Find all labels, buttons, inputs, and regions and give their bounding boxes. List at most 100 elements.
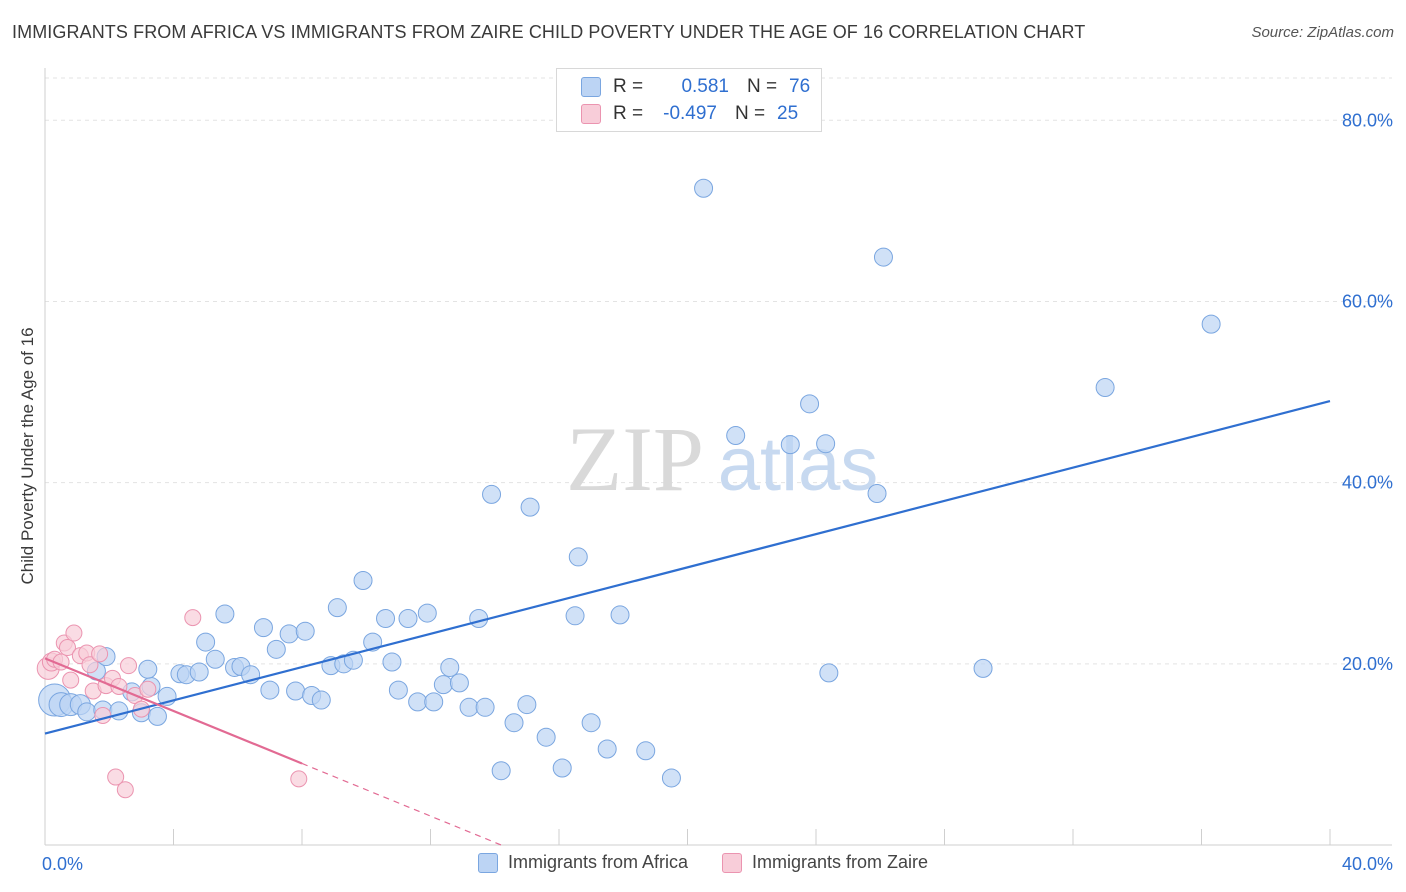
points-layer xyxy=(36,178,1221,799)
stats-n-label: N = xyxy=(747,76,778,97)
source-label: Source: ZipAtlas.com xyxy=(1251,24,1394,41)
africa-point xyxy=(475,697,495,717)
africa-point xyxy=(816,434,836,454)
africa-point xyxy=(440,657,460,677)
x-tick-label: 0.0% xyxy=(42,854,83,874)
stats-swatch-zaire xyxy=(581,104,601,124)
stats-r-value: 0.581 xyxy=(681,76,729,97)
africa-point xyxy=(1095,378,1115,398)
africa-point xyxy=(694,178,714,198)
chart-title: IMMIGRANTS FROM AFRICA VS IMMIGRANTS FRO… xyxy=(12,22,1086,42)
zaire-point xyxy=(81,656,99,674)
zaire-point xyxy=(58,639,76,657)
africa-point xyxy=(205,649,225,669)
africa-point xyxy=(610,605,630,625)
africa-point xyxy=(109,701,129,721)
stats-n-value: 25 xyxy=(777,103,799,124)
africa-point xyxy=(279,624,299,644)
legend-item-zaire[interactable]: Immigrants from Zaire xyxy=(722,852,928,873)
africa-point xyxy=(800,394,820,414)
trend-layer xyxy=(44,400,1331,846)
stats-r-label: R = xyxy=(613,76,644,97)
grid-layer xyxy=(45,77,1392,665)
africa-point xyxy=(433,675,453,695)
africa-point xyxy=(189,662,209,682)
axes-layer xyxy=(44,68,1392,846)
y-tick-label: 40.0% xyxy=(1342,473,1393,493)
africa-point xyxy=(520,497,540,517)
africa-point xyxy=(286,681,306,701)
stats-r-value: -0.497 xyxy=(663,103,717,124)
africa-point xyxy=(424,692,444,712)
legend-label-africa: Immigrants from Africa xyxy=(507,852,688,872)
zaire-point xyxy=(290,770,308,788)
stats-swatch-africa xyxy=(581,77,601,97)
zaire-point xyxy=(116,781,134,799)
africa-point xyxy=(147,706,167,726)
stats-row-zaire: R = -0.497 N = 25 xyxy=(581,101,798,127)
y-tick-label: 60.0% xyxy=(1342,291,1393,311)
legend-swatch-africa xyxy=(477,852,498,873)
africa-point xyxy=(581,713,601,733)
zaire-point xyxy=(184,609,202,627)
africa-point xyxy=(482,484,502,504)
africa-point xyxy=(253,618,273,638)
africa-point xyxy=(138,659,158,679)
africa-point xyxy=(449,673,469,693)
africa-point xyxy=(491,761,511,781)
legend-label-zaire: Immigrants from Zaire xyxy=(752,852,929,872)
zaire-point xyxy=(139,680,157,698)
africa-point xyxy=(398,609,418,629)
africa-point xyxy=(819,663,839,683)
stats-r-label: R = xyxy=(613,103,644,124)
x-tick-label: 40.0% xyxy=(1342,854,1393,874)
africa-point xyxy=(873,247,893,267)
africa-trend-line xyxy=(44,400,1331,735)
africa-point xyxy=(77,702,97,722)
label-layer: 20.0% 40.0% 60.0% 80.0% 0.0% 40.0% Child Pover… xyxy=(18,110,1393,874)
legend: Immigrants from Africa Immigrants from Z… xyxy=(0,852,1406,873)
africa-point xyxy=(1201,314,1221,334)
africa-point xyxy=(311,690,331,710)
legend-swatch-zaire xyxy=(722,852,742,873)
stats-box: R = 0.581 N = 76 R = -0.497 N = 25 xyxy=(556,68,822,132)
africa-point xyxy=(266,639,286,659)
africa-point xyxy=(661,768,681,788)
africa-point xyxy=(867,484,887,504)
zaire-point xyxy=(107,768,125,786)
africa-point xyxy=(469,609,489,629)
africa-point xyxy=(353,570,373,590)
stats-n-value: 76 xyxy=(789,76,811,97)
africa-point xyxy=(780,435,800,455)
africa-point xyxy=(388,680,408,700)
watermark-zip: ZIP xyxy=(566,408,704,510)
africa-point xyxy=(196,632,216,652)
africa-point xyxy=(973,658,993,678)
africa-point xyxy=(726,426,746,446)
africa-point xyxy=(382,652,402,672)
y-tick-label: 80.0% xyxy=(1342,110,1393,130)
watermark: ZIP atlas xyxy=(566,408,878,510)
africa-point xyxy=(536,727,556,747)
africa-point xyxy=(417,603,437,623)
zaire-point xyxy=(62,671,80,689)
africa-point xyxy=(597,739,617,759)
legend-item-africa[interactable]: Immigrants from Africa xyxy=(477,852,688,873)
y-axis-title: Child Poverty Under the Age of 16 xyxy=(18,327,37,584)
zaire-point xyxy=(65,624,83,642)
africa-point xyxy=(552,758,572,778)
africa-point xyxy=(260,680,280,700)
africa-point xyxy=(295,621,315,641)
africa-point xyxy=(327,598,347,618)
africa-point xyxy=(215,604,235,624)
stats-n-label: N = xyxy=(735,103,766,124)
zaire-point xyxy=(91,645,109,663)
y-tick-label: 20.0% xyxy=(1342,654,1393,674)
zaire-trend-line xyxy=(44,657,303,765)
africa-point xyxy=(376,609,396,629)
stats-row-africa: R = 0.581 N = 76 xyxy=(581,74,810,100)
africa-point xyxy=(517,695,537,715)
africa-point xyxy=(504,713,524,733)
africa-point xyxy=(565,606,585,626)
